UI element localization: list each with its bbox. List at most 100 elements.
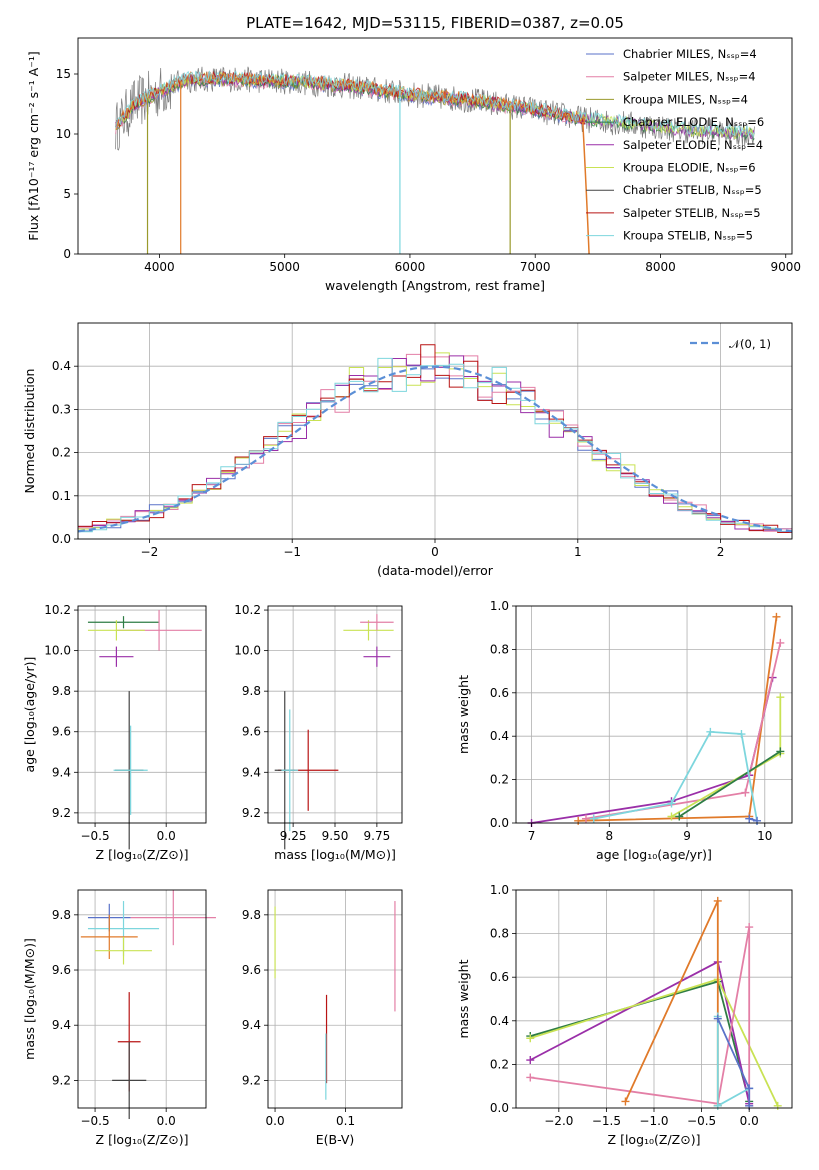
x-tick-label: 0.0 <box>266 1114 285 1128</box>
y-tick-label: 0.6 <box>490 970 509 984</box>
legend-label: Kroupa ELODIE, Nₛₛₚ=6 <box>623 161 756 175</box>
x-tick-label: 0.1 <box>336 1114 355 1128</box>
y-tick-label: 9.2 <box>52 806 71 820</box>
axes-frame <box>515 605 793 824</box>
y-tick-label: 0.1 <box>52 489 71 503</box>
y-tick-label: 9.4 <box>242 765 261 779</box>
x-axis-label: mass [log₁₀(M/M⊙)] <box>274 847 396 862</box>
mass-weight-marker <box>745 814 754 823</box>
x-axis-label: (data-model)/error <box>377 563 494 578</box>
y-tick-label: 10.2 <box>234 603 261 617</box>
x-axis-label: Z [log₁₀(Z/Z⊙)] <box>96 1132 189 1147</box>
x-tick-label: −0.5 <box>80 829 109 843</box>
y-tick-label: 0.8 <box>490 927 509 941</box>
y-tick-label: 0.4 <box>490 1014 509 1028</box>
mass-weight-line <box>530 980 751 1102</box>
axes-frame <box>77 605 207 824</box>
mass-weight-marker <box>667 799 676 808</box>
x-tick-label: 7 <box>528 829 536 843</box>
legend-label: Chabrier MILES, Nₛₛₚ=4 <box>623 47 757 61</box>
mass-weight-line <box>593 730 758 821</box>
axes-frame <box>77 889 207 1109</box>
mass-weight-marker <box>621 1097 630 1106</box>
y-tick-label: 1.0 <box>490 599 509 613</box>
mass-weight-marker <box>741 788 750 797</box>
x-tick-label: 9.50 <box>322 829 349 843</box>
mass-weight-marker <box>574 816 583 825</box>
legend-label: Salpeter MILES, Nₛₛₚ=4 <box>623 70 756 84</box>
y-tick-label: 0.8 <box>490 642 509 656</box>
y-tick-label: 9.4 <box>52 765 71 779</box>
mass-weight-marker <box>713 896 722 905</box>
x-tick-label: 9 <box>683 829 691 843</box>
y-tick-label: 0.0 <box>490 1101 509 1115</box>
x-axis-label: age [log₁₀(age/yr)] <box>596 847 712 862</box>
x-tick-label: 4000 <box>144 260 175 274</box>
x-tick-label: 9.25 <box>280 829 307 843</box>
y-tick-label: 0.2 <box>52 446 71 460</box>
y-tick-label: 0.0 <box>490 816 509 830</box>
y-axis-label: age [log₁₀(age/yr)] <box>22 657 37 773</box>
axes-frame <box>77 37 793 255</box>
x-tick-label: −1 <box>283 545 301 559</box>
mass-weight-marker <box>713 1014 722 1023</box>
y-tick-label: 9.2 <box>242 806 261 820</box>
y-axis-label: mass [log₁₀(M/M⊙)] <box>22 938 37 1060</box>
mass-weight-marker <box>713 1101 722 1110</box>
mass-weight-line <box>530 926 751 1106</box>
y-tick-label: 9.6 <box>242 725 261 739</box>
spectrum-edge <box>582 121 590 255</box>
x-tick-label: 0.0 <box>157 829 176 843</box>
mass-weight-marker <box>773 1101 782 1110</box>
histogram-step <box>78 344 792 533</box>
y-axis-label: mass weight <box>456 959 471 1038</box>
frame-layer <box>74 37 793 1112</box>
y-tick-label: 10.0 <box>234 644 261 658</box>
x-tick-label: 1 <box>574 545 582 559</box>
y-tick-label: 9.8 <box>52 684 71 698</box>
x-tick-label: 0.0 <box>740 1114 759 1128</box>
x-axis-label: Z [log₁₀(Z/Z⊙)] <box>608 1132 701 1147</box>
legend-label: 𝒩(0, 1) <box>729 337 771 351</box>
mass-weight-marker <box>745 1084 754 1093</box>
x-axis-label: Z [log₁₀(Z/Z⊙)] <box>96 847 189 862</box>
x-tick-label: −2.0 <box>544 1114 573 1128</box>
legend-label: Kroupa STELIB, Nₛₛₚ=5 <box>623 229 753 243</box>
axes-frame <box>267 605 403 824</box>
mass-weight-marker <box>706 727 715 736</box>
legend-label: Salpeter ELODIE, Nₛₛₚ=4 <box>623 138 763 152</box>
x-tick-label: 0 <box>431 545 439 559</box>
model-spectrum-line <box>115 70 755 139</box>
y-tick-label: 9.6 <box>242 963 261 977</box>
mass-weight-marker <box>526 1056 535 1065</box>
normal-curve <box>77 365 793 533</box>
mass-weight-marker <box>526 1073 535 1082</box>
data-layer <box>77 53 793 1120</box>
y-tick-label: 9.6 <box>52 963 71 977</box>
y-axis-label: Normed distribution <box>22 369 37 494</box>
y-tick-label: 0.4 <box>52 359 71 373</box>
x-tick-label: 8 <box>605 829 613 843</box>
x-tick-label: 10 <box>757 829 772 843</box>
axes-frame <box>77 322 793 540</box>
chart-title: PLATE=1642, MJD=53115, FIBERID=0387, z=0… <box>246 14 624 32</box>
mass-weight-marker <box>675 812 684 821</box>
y-tick-label: 10.2 <box>44 603 71 617</box>
y-tick-label: 9.4 <box>242 1018 261 1032</box>
axes-frame <box>267 889 403 1109</box>
x-tick-label: 0.0 <box>157 1114 176 1128</box>
y-tick-label: 9.8 <box>242 684 261 698</box>
y-tick-label: 0 <box>63 247 71 261</box>
legend-label: Chabrier STELIB, Nₛₛₚ=5 <box>623 183 762 197</box>
x-axis-label: E(B-V) <box>316 1132 355 1147</box>
y-tick-label: 15 <box>56 67 71 81</box>
y-tick-label: 9.2 <box>52 1073 71 1087</box>
y-tick-label: 0.0 <box>52 532 71 546</box>
mass-weight-line <box>678 750 781 818</box>
x-tick-label: −0.5 <box>687 1114 716 1128</box>
y-tick-label: 1.0 <box>490 883 509 897</box>
x-tick-label: 7000 <box>520 260 551 274</box>
mass-weight-marker <box>737 730 746 739</box>
mass-weight-marker <box>776 747 785 756</box>
